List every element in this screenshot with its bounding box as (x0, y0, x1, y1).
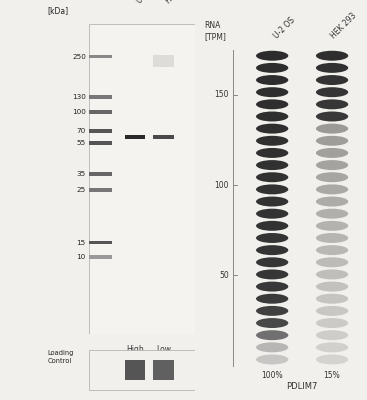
Text: HEK 293: HEK 293 (164, 0, 193, 5)
Text: 250: 250 (72, 54, 86, 60)
Ellipse shape (316, 294, 348, 304)
Ellipse shape (256, 184, 288, 194)
Ellipse shape (316, 282, 348, 292)
Text: Low: Low (156, 345, 171, 354)
Ellipse shape (316, 209, 348, 219)
Bar (125, 360, 145, 380)
Ellipse shape (256, 99, 288, 109)
Ellipse shape (316, 87, 348, 97)
Bar (89, 188, 112, 192)
Ellipse shape (256, 196, 288, 206)
Bar (89, 110, 112, 114)
Bar (125, 135, 145, 139)
Ellipse shape (316, 136, 348, 146)
Ellipse shape (256, 148, 288, 158)
Ellipse shape (316, 330, 348, 340)
Ellipse shape (316, 172, 348, 182)
Ellipse shape (256, 63, 288, 73)
Ellipse shape (256, 112, 288, 122)
Ellipse shape (316, 233, 348, 243)
Bar (153, 55, 174, 67)
Bar (89, 24, 195, 334)
Text: High: High (126, 345, 144, 354)
Text: 100: 100 (214, 180, 229, 190)
Bar (89, 350, 195, 390)
Ellipse shape (256, 257, 288, 267)
Bar (153, 135, 174, 139)
Text: 70: 70 (77, 128, 86, 134)
Text: PDLIM7: PDLIM7 (286, 382, 318, 391)
Ellipse shape (256, 294, 288, 304)
Text: U-2 OS: U-2 OS (272, 16, 297, 41)
Text: [kDa]: [kDa] (48, 6, 69, 15)
Ellipse shape (316, 221, 348, 231)
Ellipse shape (316, 112, 348, 122)
Ellipse shape (316, 196, 348, 206)
Text: 150: 150 (214, 90, 229, 99)
Bar (89, 241, 112, 244)
Ellipse shape (256, 124, 288, 134)
Ellipse shape (256, 245, 288, 255)
Ellipse shape (316, 75, 348, 85)
Ellipse shape (256, 51, 288, 61)
Text: 35: 35 (77, 171, 86, 177)
Ellipse shape (256, 282, 288, 292)
Text: 100%: 100% (261, 371, 283, 380)
Ellipse shape (316, 306, 348, 316)
Ellipse shape (316, 184, 348, 194)
Ellipse shape (256, 172, 288, 182)
Ellipse shape (256, 330, 288, 340)
Ellipse shape (256, 221, 288, 231)
Text: 50: 50 (219, 271, 229, 280)
Ellipse shape (256, 136, 288, 146)
Ellipse shape (256, 318, 288, 328)
Bar (89, 95, 112, 99)
Ellipse shape (316, 354, 348, 364)
Text: 10: 10 (77, 254, 86, 260)
Ellipse shape (316, 160, 348, 170)
Ellipse shape (256, 75, 288, 85)
Text: 55: 55 (77, 140, 86, 146)
Ellipse shape (256, 160, 288, 170)
Ellipse shape (316, 63, 348, 73)
Bar (153, 360, 174, 380)
Ellipse shape (316, 270, 348, 280)
Bar (89, 142, 112, 145)
Ellipse shape (316, 318, 348, 328)
Ellipse shape (256, 270, 288, 280)
Ellipse shape (316, 148, 348, 158)
Text: RNA
[TPM]: RNA [TPM] (204, 21, 226, 41)
Text: 130: 130 (72, 94, 86, 100)
Ellipse shape (316, 124, 348, 134)
Ellipse shape (316, 245, 348, 255)
Bar (89, 255, 112, 259)
Bar (89, 55, 112, 58)
Ellipse shape (256, 87, 288, 97)
Ellipse shape (256, 306, 288, 316)
Ellipse shape (256, 209, 288, 219)
Ellipse shape (256, 354, 288, 364)
Text: HEK 293: HEK 293 (330, 11, 359, 41)
Ellipse shape (316, 99, 348, 109)
Text: 100: 100 (72, 109, 86, 115)
Ellipse shape (256, 342, 288, 352)
Ellipse shape (316, 51, 348, 61)
Text: Loading
Control: Loading Control (48, 350, 74, 364)
Text: 15: 15 (77, 240, 86, 246)
Bar (89, 172, 112, 176)
Text: U-2 OS: U-2 OS (135, 0, 160, 5)
Ellipse shape (316, 342, 348, 352)
Ellipse shape (316, 257, 348, 267)
Text: 15%: 15% (324, 371, 341, 380)
Text: 25: 25 (77, 187, 86, 193)
Bar (89, 129, 112, 133)
Ellipse shape (256, 233, 288, 243)
